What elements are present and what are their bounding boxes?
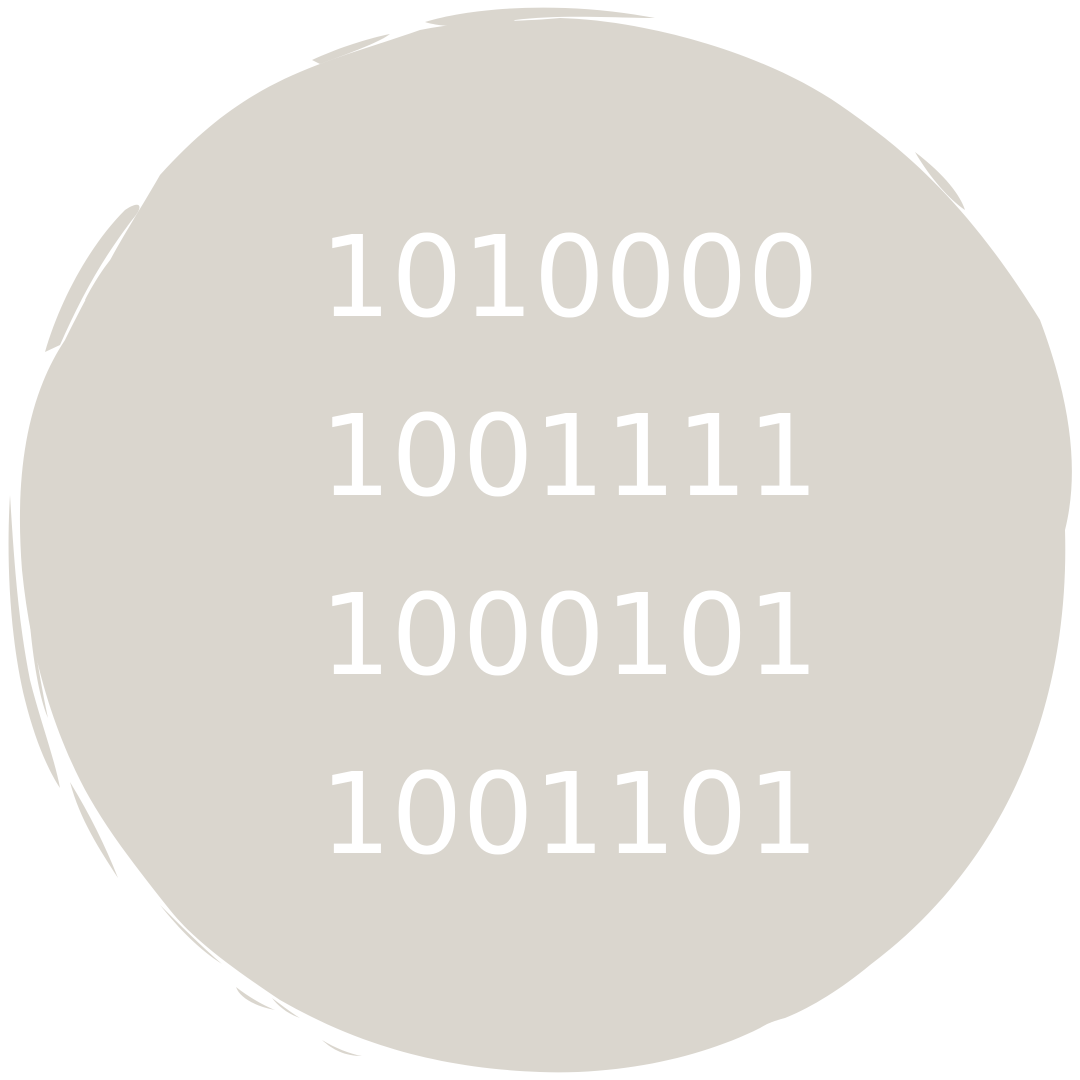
- brush-stroke-right-upper: [915, 152, 965, 210]
- brush-stroke-left-upper: [45, 204, 140, 352]
- binary-line-3: 1000101: [320, 571, 819, 701]
- binary-line-2: 1001111: [320, 392, 819, 522]
- circle-shape: [19, 18, 1072, 1073]
- brush-stroke-top: [425, 7, 655, 27]
- brush-stroke-left-upper-2: [85, 258, 112, 302]
- brush-stroke-top-left: [312, 34, 390, 64]
- binary-line-1: 1010000: [320, 213, 819, 343]
- binary-line-4: 1001101: [320, 750, 819, 880]
- brush-stroke-left-lower: [70, 782, 118, 878]
- brush-stroke-left-mid: [8, 495, 60, 788]
